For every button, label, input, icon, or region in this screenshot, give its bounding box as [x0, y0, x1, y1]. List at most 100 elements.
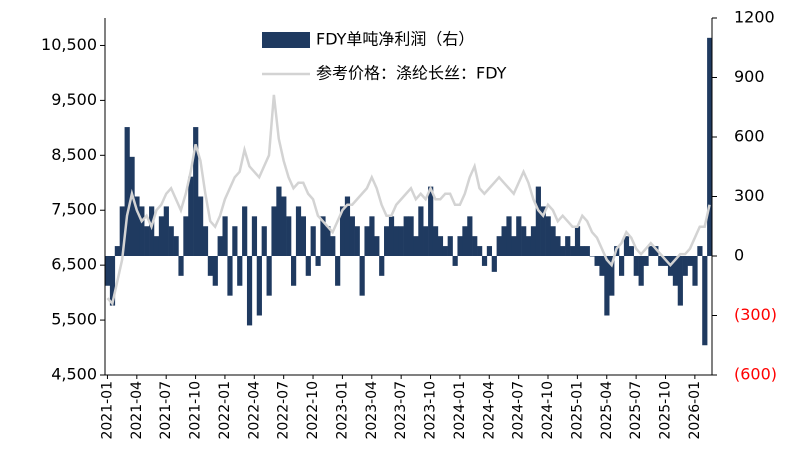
- x-tick-label: 2026-01: [687, 381, 703, 440]
- bar: [339, 206, 346, 256]
- bar: [687, 256, 693, 266]
- x-tick-label: 2021-04: [129, 381, 145, 440]
- bar: [139, 206, 145, 256]
- bar: [163, 206, 169, 256]
- bar: [251, 216, 258, 256]
- bar: [315, 256, 321, 266]
- bar: [149, 206, 155, 256]
- bar: [354, 226, 360, 256]
- bar: [437, 236, 444, 256]
- y-tick-label: 9,500: [51, 90, 97, 109]
- x-tick-label: 2021-07: [158, 381, 174, 440]
- bar: [178, 256, 184, 276]
- legend-item: FDY单吨净利润（右）: [258, 26, 570, 54]
- x-tick-label: 2022-01: [217, 381, 233, 440]
- bar: [682, 256, 688, 276]
- bar: [374, 236, 380, 256]
- bar: [477, 246, 483, 256]
- bar: [677, 256, 683, 306]
- x-tick-label: 2023-10: [423, 381, 439, 440]
- bar: [369, 216, 375, 256]
- bar: [222, 216, 228, 256]
- legend-item: 参考价格：涤纶长丝：FDY: [258, 60, 570, 88]
- bar: [291, 256, 297, 286]
- bar: [202, 226, 209, 256]
- bar: [521, 226, 527, 256]
- bar: [281, 196, 287, 256]
- bar: [217, 236, 223, 256]
- bar: [134, 196, 140, 256]
- bar: [702, 256, 708, 346]
- bar: [256, 256, 262, 316]
- x-tick-label: 2022-07: [276, 381, 292, 440]
- bar: [697, 246, 703, 256]
- bar: [188, 176, 194, 256]
- bar: [398, 226, 404, 256]
- x-tick-label: 2025-10: [657, 381, 673, 440]
- x-tick-label: 2022-10: [305, 381, 321, 440]
- bar: [232, 226, 238, 256]
- bar: [237, 256, 243, 286]
- bar: [193, 127, 199, 256]
- bar: [124, 127, 130, 256]
- bar: [584, 246, 590, 256]
- y2-tick-label: (300): [734, 305, 777, 324]
- bar: [207, 256, 213, 276]
- bar: [413, 236, 419, 256]
- y2-tick-label: 0: [734, 246, 744, 265]
- bar: [173, 236, 179, 256]
- bar: [344, 196, 351, 256]
- y-tick-label: 10,500: [41, 35, 97, 54]
- bar: [525, 236, 532, 256]
- bar: [643, 256, 649, 266]
- bar: [604, 256, 610, 316]
- bar: [349, 216, 355, 256]
- bar: [408, 216, 414, 256]
- bar: [633, 256, 639, 276]
- bar: [589, 256, 595, 257]
- bar: [618, 256, 625, 276]
- bar: [271, 206, 277, 256]
- bar: [707, 37, 713, 257]
- y-tick-label: 7,500: [51, 200, 97, 219]
- y-tick-label: 4,500: [51, 365, 97, 384]
- bar: [511, 236, 517, 256]
- x-tick-label: 2023-04: [364, 381, 380, 440]
- bar: [599, 256, 605, 276]
- bar: [114, 246, 120, 256]
- bar: [496, 236, 502, 256]
- bar: [472, 236, 478, 256]
- legend-label: FDY单吨净利润（右）: [316, 30, 474, 49]
- bar: [286, 216, 292, 256]
- bar: [300, 216, 307, 256]
- bar: [481, 256, 488, 266]
- bar: [153, 236, 160, 256]
- bar: [384, 226, 390, 256]
- y-tick-label: 8,500: [51, 145, 97, 164]
- bar: [198, 196, 204, 256]
- bar: [530, 226, 537, 256]
- bar: [403, 216, 409, 256]
- bar: [462, 226, 468, 256]
- bar: [212, 256, 218, 286]
- bar: [594, 256, 600, 266]
- y2-tick-label: 900: [734, 67, 765, 86]
- bar: [501, 226, 507, 256]
- bar: [364, 226, 370, 256]
- bar: [432, 226, 439, 256]
- bar: [692, 256, 698, 286]
- bar: [119, 206, 125, 256]
- y-tick-label: 6,500: [51, 255, 97, 274]
- y2-tick-label: 600: [734, 127, 765, 146]
- x-tick-label: 2021-10: [188, 381, 204, 440]
- bar: [320, 216, 326, 256]
- bar: [516, 216, 522, 256]
- x-tick-label: 2025-04: [599, 381, 615, 440]
- x-tick-label: 2025-07: [628, 381, 644, 440]
- bar: [144, 226, 150, 256]
- bar: [158, 216, 165, 256]
- bar: [579, 246, 586, 256]
- bar: [325, 226, 331, 256]
- bar: [418, 206, 424, 256]
- bar: [242, 206, 248, 256]
